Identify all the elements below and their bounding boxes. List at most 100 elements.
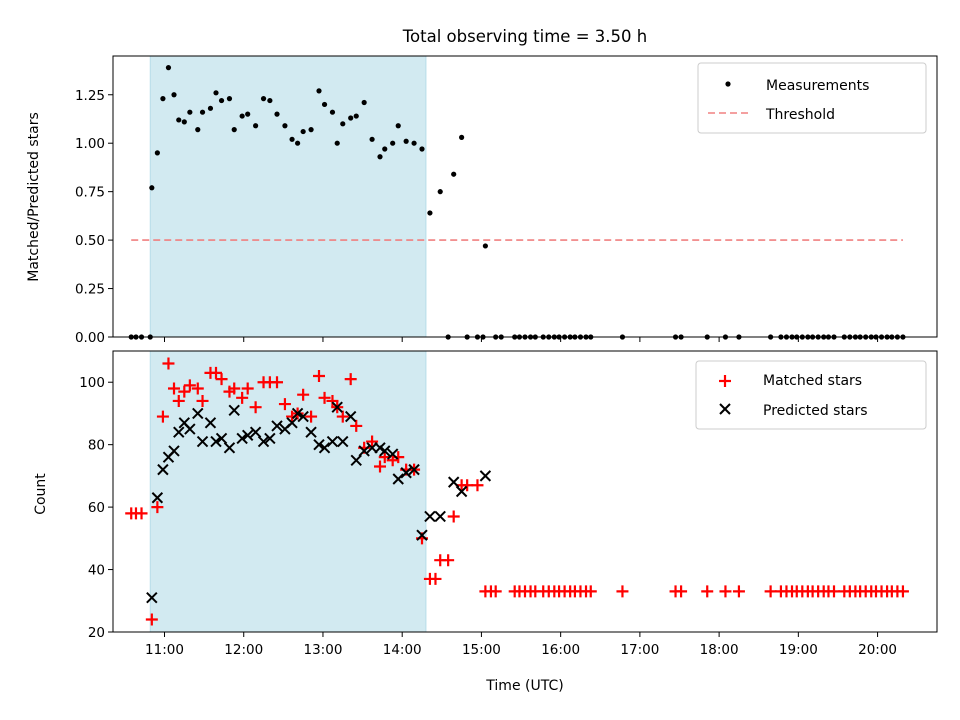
chart-title: Total observing time = 3.50 h (402, 27, 647, 46)
measurement-point (154, 150, 160, 156)
matched-star-point (719, 585, 732, 598)
predicted-star-point (271, 420, 283, 432)
predicted-star-point (408, 463, 420, 476)
matched-star-point (318, 391, 331, 404)
matched-star-point (151, 501, 164, 514)
bottom-y-tick-label: 80 (88, 438, 105, 454)
predicted-star-point (249, 426, 262, 438)
legend-matched-marker (719, 375, 731, 387)
matched-star-point (828, 585, 840, 598)
bottom-panel: 20 40 60 80 100 11:00 12:00 13:00 14:00 15:00 16:… (33, 350, 938, 694)
measurement-point (403, 138, 409, 144)
measurement-point (195, 127, 201, 133)
measurement-point (171, 92, 177, 98)
predicted-star-point (196, 435, 209, 448)
predicted-star-point (173, 426, 185, 438)
measurement-point (321, 101, 328, 108)
predicted-star-point (318, 442, 331, 454)
measurement-point (348, 115, 354, 121)
matched-star-point (241, 382, 254, 395)
bottom-legend: Matched stars Predicted stars (695, 360, 927, 430)
matched-star-point (168, 382, 181, 395)
predicted-star-point (386, 448, 399, 460)
legend-measurements-marker (725, 81, 731, 87)
top-y-tick-label: 0.75 (75, 185, 105, 201)
matched-star-point (336, 410, 349, 423)
matched-star-point (732, 585, 745, 598)
measurement-point (213, 90, 219, 96)
bottom-y-axis: 20 40 60 80 100 (79, 375, 113, 641)
matched-star-point (135, 507, 148, 520)
matched-star-point (447, 510, 460, 523)
predicted-star-point (228, 404, 240, 417)
predicted-star-point (297, 410, 309, 423)
measurement-point (267, 97, 273, 104)
legend-matched-label: Matched stars (763, 373, 862, 389)
measurement-point (160, 96, 166, 102)
predicted-star-point (223, 442, 236, 454)
matched-star-point (461, 479, 474, 492)
matched-star-point (183, 379, 196, 392)
matched-star-point (350, 419, 363, 432)
legend-predicted-marker (719, 403, 731, 415)
matched-star-point (172, 394, 185, 407)
x-tick-label: 20:00 (858, 642, 897, 658)
matched-star-point (305, 410, 318, 423)
measurement-point (231, 127, 237, 133)
predicted-star-point (337, 435, 349, 448)
matched-star-point (297, 388, 310, 401)
predicted-star-point (157, 463, 169, 476)
matched-star-point (156, 410, 169, 423)
bottom-y-tick-label: 100 (79, 375, 105, 391)
measurement-point (260, 96, 267, 102)
measurement-point (395, 123, 401, 129)
legend-threshold-label: Threshold (765, 107, 835, 123)
predicted-star-point (434, 510, 446, 523)
measurement-point (218, 97, 225, 104)
matched-star-point (616, 585, 629, 598)
measurement-point (289, 136, 295, 142)
top-y-axis-label: Matched/Predicted stars (26, 112, 42, 282)
measurement-point (165, 65, 172, 71)
predicted-star-point (192, 407, 204, 420)
x-tick-label: 14:00 (383, 642, 422, 658)
legend-predicted-label: Predicted stars (763, 403, 868, 419)
matched-star-point (210, 366, 222, 379)
measurement-point (207, 105, 214, 111)
predicted-star-point (326, 435, 339, 448)
bottom-y-axis-label: Count (33, 473, 49, 515)
predicted-star-point (455, 485, 468, 498)
matched-star-point (196, 394, 209, 407)
predicted-star-point (400, 467, 412, 479)
predicted-star-point (392, 473, 404, 485)
matched-star-point (249, 401, 262, 414)
x-tick-label: 11:00 (145, 642, 184, 658)
x-axis-label: Time (UTC) (485, 678, 563, 694)
matched-star-point (236, 391, 249, 404)
matched-star-point (191, 382, 204, 395)
predicted-star-point (313, 438, 325, 451)
bottom-y-tick-label: 60 (88, 500, 105, 516)
measurement-point (316, 88, 322, 94)
top-y-tick-label: 0.00 (75, 330, 105, 346)
measurement-point (353, 113, 359, 119)
predicted-star-point (424, 510, 436, 523)
top-x-ticks (164, 337, 879, 342)
matched-star-point (344, 373, 357, 386)
top-y-tick-label: 1.25 (75, 88, 105, 104)
predicted-star-point (305, 426, 317, 438)
matched-star-point (429, 572, 442, 585)
matched-star-point (145, 613, 158, 626)
matched-star-point (228, 382, 241, 395)
x-tick-label: 18:00 (700, 642, 739, 658)
top-y-tick-label: 1.00 (75, 136, 105, 152)
matched-star-point (392, 451, 405, 464)
x-tick-label: 12:00 (224, 642, 263, 658)
matched-star-point (489, 585, 502, 598)
predicted-star-point (331, 401, 343, 413)
matched-star-point (675, 585, 688, 598)
predicted-star-point (168, 445, 180, 457)
matched-star-point (442, 554, 455, 567)
measurement-point (282, 123, 288, 129)
measurement-point (181, 119, 187, 125)
